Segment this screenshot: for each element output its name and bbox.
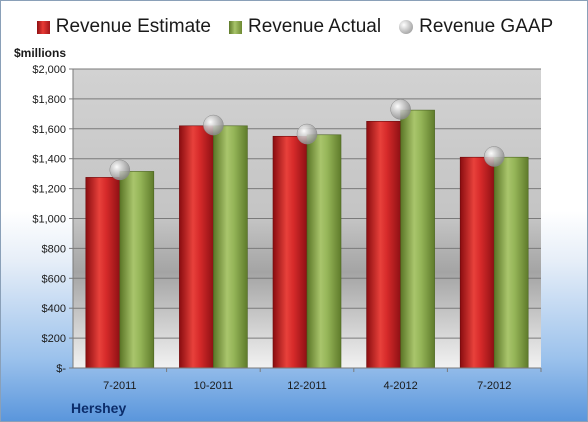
y-axis-unit-label: $millions	[14, 46, 67, 60]
legend-item-estimate: Revenue Estimate	[36, 16, 211, 38]
legend: Revenue Estimate Revenue Actual Revenue …	[1, 16, 587, 38]
x-tick-label: 12-2011	[287, 380, 327, 392]
y-tick-label: $800	[42, 243, 66, 255]
bar-revenue-actual	[400, 109, 435, 369]
x-tick-label: 7-2011	[103, 380, 136, 392]
bubble-revenue-gaap	[296, 123, 318, 145]
legend-item-gaap: Revenue GAAP	[399, 16, 553, 38]
x-tick-label: 10-2011	[194, 380, 234, 392]
y-tick-label: $-	[56, 363, 66, 375]
y-tick-label: $400	[42, 303, 66, 315]
bubble-revenue-gaap	[109, 159, 131, 181]
x-tick-label: 7-2012	[477, 380, 511, 392]
legend-label-actual: Revenue Actual	[248, 16, 382, 37]
x-tick-label: 4-2012	[383, 380, 417, 392]
legend-item-actual: Revenue Actual	[229, 16, 381, 38]
y-tick-label: $1,600	[32, 124, 66, 136]
bubble-revenue-gaap	[483, 146, 505, 167]
y-tick-label: $2,000	[32, 64, 66, 76]
bar-revenue-estimate	[459, 156, 495, 369]
legend-swatch-estimate	[36, 20, 50, 34]
legend-label-gaap: Revenue GAAP	[419, 16, 554, 37]
y-tick-label: $1,800	[32, 94, 66, 106]
bar-revenue-estimate	[179, 125, 214, 369]
bar-revenue-estimate	[366, 121, 401, 369]
y-tick-label: $1,200	[32, 184, 66, 196]
legend-swatch-actual	[229, 20, 242, 34]
y-tick-label: $1,400	[32, 154, 66, 166]
bubble-revenue-gaap	[390, 99, 411, 120]
bar-revenue-actual	[493, 156, 529, 369]
bubble-revenue-gaap	[203, 114, 224, 136]
bar-revenue-actual	[119, 171, 155, 369]
bar-revenue-estimate	[85, 177, 121, 369]
y-tick-label: $600	[42, 273, 66, 285]
company-name: Hershey	[71, 400, 127, 416]
bar-revenue-estimate	[272, 135, 308, 369]
y-tick-label: $200	[42, 333, 66, 345]
legend-swatch-gaap	[399, 20, 414, 34]
bar-revenue-actual	[306, 134, 342, 369]
legend-label-estimate: Revenue Estimate	[55, 16, 211, 37]
bar-revenue-actual	[213, 125, 248, 369]
y-tick-label: $1,000	[32, 214, 66, 226]
